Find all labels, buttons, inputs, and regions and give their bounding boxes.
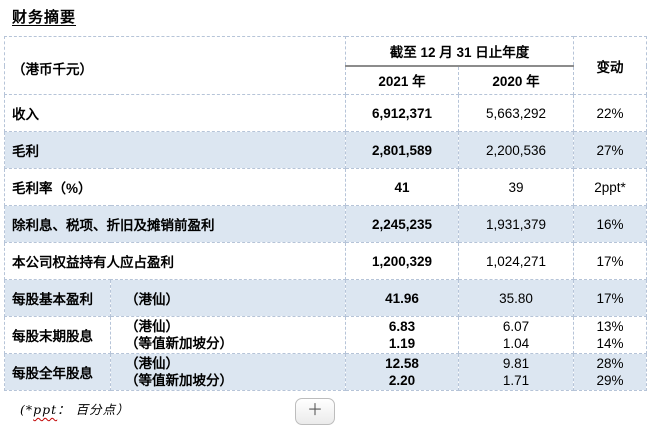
table-row-gross-margin: 毛利率（%） 41 39 2ppt* (4, 168, 648, 206)
unit-header-cell: （港币千元） (4, 36, 346, 95)
row-label: 每股全年股息 (4, 353, 111, 391)
footnote-rest: ： 百分点） (57, 402, 130, 417)
table-row-final-dividend: 每股末期股息 （港仙） （等值新加坡分） 6.83 1.19 6.07 1.04… (4, 316, 648, 354)
value-2021: 6,912,371 (345, 94, 459, 132)
value-2020: 6.07 1.04 (457, 316, 575, 354)
row-label: 除利息、税项、折旧及摊销前盈利 (4, 205, 346, 243)
value-2021: 1,200,329 (345, 242, 459, 280)
row-label: 毛利 (4, 131, 346, 169)
value-change: 22% (573, 94, 648, 132)
row-sublabel: （港仙） (110, 279, 346, 317)
row-sublabel: （港仙） （等值新加坡分） (110, 353, 346, 391)
value-change: 28% 29% (573, 353, 648, 391)
table-row-revenue: 收入 6,912,371 5,663,292 22% (4, 94, 648, 132)
value-2021: 2,245,235 (345, 205, 459, 243)
value-change: 16% (573, 205, 648, 243)
value-2020: 35.80 (457, 279, 575, 317)
value-change: 17% (573, 242, 648, 280)
value-line-2: 1.04 (502, 336, 530, 351)
table-row-basic-eps: 每股基本盈利 （港仙） 41.96 35.80 17% (4, 279, 648, 317)
sublabel-line-2: （等值新加坡分） (125, 373, 233, 388)
value-line-1: 6.07 (502, 319, 530, 334)
row-label: 本公司权益持有人应占盈利 (4, 242, 346, 280)
footnote-open: (* (20, 402, 34, 417)
value-change: 13% 14% (573, 316, 648, 354)
year-2021-header-cell: 2021 年 (345, 65, 459, 95)
financial-summary-table: （港币千元） 截至 12 月 31 日止年度 变动 2021 年 2020 年 … (4, 36, 648, 391)
value-2020: 5,663,292 (457, 94, 575, 132)
value-line-2: 1.19 (388, 336, 416, 351)
value-2020: 2,200,536 (457, 131, 575, 169)
table-header-row-1: （港币千元） 截至 12 月 31 日止年度 变动 (4, 36, 648, 95)
value-2021: 41.96 (345, 279, 459, 317)
value-line-1: 28% (596, 356, 624, 371)
row-label: 毛利率（%） (4, 168, 346, 206)
sublabel-line-2: （等值新加坡分） (125, 336, 233, 351)
value-2021: 12.58 2.20 (345, 353, 459, 391)
change-header-cell: 变动 (573, 36, 648, 95)
row-sublabel: （港仙） （等值新加坡分） (110, 316, 346, 354)
value-line-1: 13% (596, 319, 624, 334)
footnote: (*ppt： 百分点） (20, 399, 130, 418)
sublabel-line-1: （港仙） (125, 356, 179, 371)
add-button[interactable]: ＋ (295, 398, 335, 425)
value-2020: 39 (457, 168, 575, 206)
period-header-cell: 截至 12 月 31 日止年度 (344, 36, 575, 67)
value-2020: 1,024,271 (457, 242, 575, 280)
value-change: 2ppt* (573, 168, 648, 206)
value-line-1: 9.81 (502, 356, 530, 371)
table-header-row-2: 2021 年 2020 年 (5, 65, 647, 95)
table-row-attributable-profit: 本公司权益持有人应占盈利 1,200,329 1,024,271 17% (4, 242, 648, 280)
table-row-gross-profit: 毛利 2,801,589 2,200,536 27% (4, 131, 648, 169)
footnote-term-ppt: ppt (33, 402, 58, 417)
row-label: 收入 (4, 94, 346, 132)
value-change: 17% (573, 279, 648, 317)
value-2020: 9.81 1.71 (457, 353, 575, 391)
value-line-1: 6.83 (388, 319, 416, 334)
sublabel-line-1: （港仙） (125, 319, 179, 334)
value-change: 27% (573, 131, 648, 169)
value-2020: 1,931,379 (457, 205, 575, 243)
value-2021: 6.83 1.19 (345, 316, 459, 354)
page-title: 财务摘要 (12, 9, 77, 26)
value-line-2: 29% (596, 373, 624, 388)
value-2021: 2,801,589 (345, 131, 459, 169)
value-line-2: 1.71 (502, 373, 530, 388)
table-row-full-year-dividend: 每股全年股息 （港仙） （等值新加坡分） 12.58 2.20 9.81 1.7… (4, 353, 648, 391)
value-2021: 41 (345, 168, 459, 206)
table-row-ebitda: 除利息、税项、折旧及摊销前盈利 2,245,235 1,931,379 16% (4, 205, 648, 243)
value-line-2: 2.20 (388, 373, 416, 388)
year-2020-header-cell: 2020 年 (457, 65, 575, 95)
value-line-1: 12.58 (385, 356, 419, 371)
row-label: 每股末期股息 (4, 316, 111, 354)
row-label: 每股基本盈利 (4, 279, 111, 317)
value-line-2: 14% (596, 336, 624, 351)
